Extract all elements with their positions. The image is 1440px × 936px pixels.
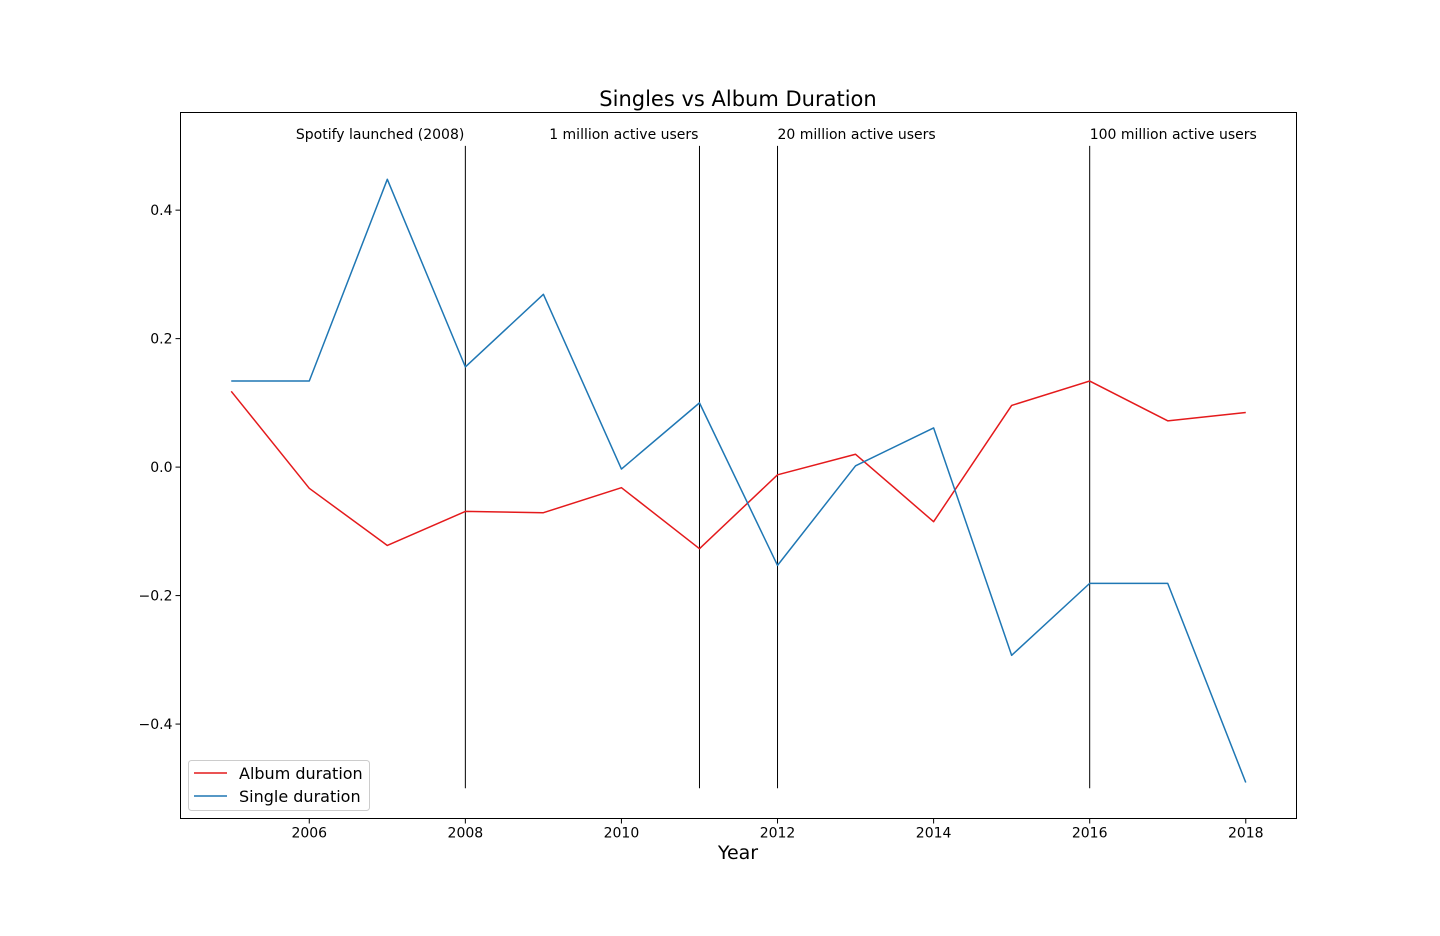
y-tick-label: 0.2 (150, 332, 172, 348)
annotation-label: Spotify launched (2008) (296, 127, 464, 143)
x-tick-label: 2014 (916, 826, 952, 842)
annotation-label: 20 million active users (778, 127, 936, 143)
series-line-album (230, 380, 1246, 550)
x-tick-label: 2016 (1072, 826, 1108, 842)
legend-box (188, 760, 370, 811)
x-tick-label: 2012 (760, 826, 796, 842)
x-tick-label: 2006 (291, 826, 327, 842)
y-tick-label: 0.4 (150, 203, 172, 219)
series-line-single (231, 178, 1247, 783)
x-tick-label: 2018 (1228, 826, 1264, 842)
legend-label-single: Single duration (239, 787, 361, 806)
annotation-labels: Spotify launched (2008) 1 million active … (296, 127, 1257, 143)
annotation-label: 100 million active users (1090, 127, 1257, 143)
legend: Album duration Single duration (188, 760, 370, 811)
x-tick-label: 2008 (448, 826, 484, 842)
chart-title: Singles vs Album Duration (599, 87, 876, 111)
legend-label-album: Album duration (239, 764, 363, 783)
x-tick-label: 2010 (604, 826, 640, 842)
axis-ticks: 2006 2008 2010 2012 2014 2016 2018 −0.4 −0.2 0.0 0… (139, 203, 1264, 841)
y-tick-label: −0.2 (139, 589, 173, 605)
annotation-lines (464, 145, 1091, 789)
y-tick-label: −0.4 (139, 717, 173, 733)
series-lines (230, 178, 1247, 783)
x-axis-label: Year (717, 842, 758, 864)
plot-frame (180, 112, 1297, 819)
annotation-label: 1 million active users (549, 127, 698, 143)
y-tick-label: 0.0 (150, 460, 172, 476)
